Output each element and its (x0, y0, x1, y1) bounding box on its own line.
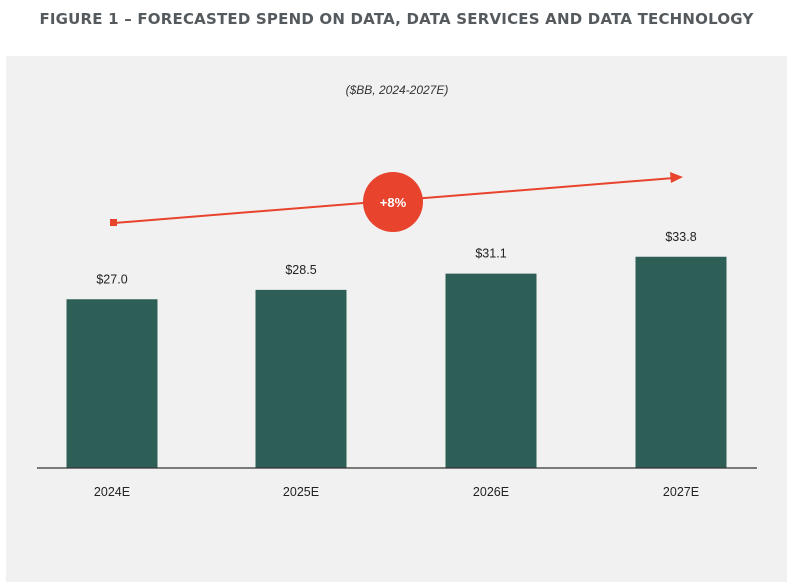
chart-subtitle: ($BB, 2024-2027E) (346, 83, 449, 97)
trend-start-marker (110, 219, 117, 226)
category-label-2025E: 2025E (283, 485, 319, 499)
growth-rate-badge (363, 172, 423, 232)
category-labels-group: 2024E 2025E 2026E 2027E (94, 485, 699, 499)
trend-arrow-head (670, 172, 683, 183)
growth-rate-text: +8% (380, 195, 407, 210)
growth-trend: +8% (110, 172, 683, 232)
value-label-2024E: $27.0 (96, 272, 127, 286)
chart-panel: ($BB, 2024-2027E) $27.0 $28.5 $31.1 $33.8 2… (6, 56, 787, 582)
value-label-2026E: $31.1 (475, 247, 506, 261)
value-label-2025E: $28.5 (285, 263, 316, 277)
category-label-2026E: 2026E (473, 485, 509, 499)
bars-group (66, 256, 727, 468)
value-labels-group: $27.0 $28.5 $31.1 $33.8 (96, 230, 696, 287)
bar-2025E (255, 289, 347, 468)
bar-chart: ($BB, 2024-2027E) $27.0 $28.5 $31.1 $33.8 2… (37, 83, 757, 499)
category-label-2024E: 2024E (94, 485, 130, 499)
bar-2024E (66, 299, 158, 468)
bar-2027E (635, 256, 727, 468)
category-label-2027E: 2027E (663, 485, 699, 499)
value-label-2027E: $33.8 (665, 230, 696, 244)
figure-title: FIGURE 1 – FORECASTED SPEND ON DATA, DAT… (39, 10, 754, 28)
bar-2026E (445, 273, 537, 468)
